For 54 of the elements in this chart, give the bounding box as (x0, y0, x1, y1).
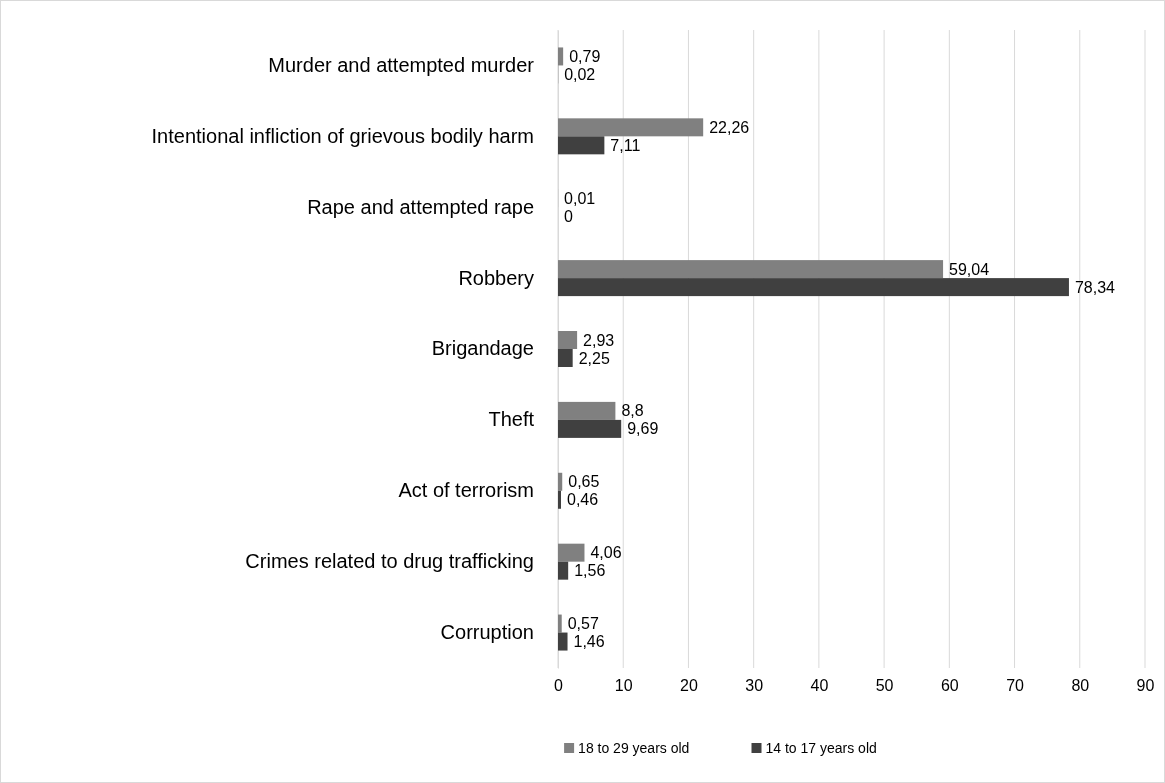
legend-label: 14 to 17 years old (765, 739, 877, 756)
x-tick-label: 60 (940, 677, 959, 695)
x-tick-label: 50 (875, 677, 894, 695)
bar (558, 260, 944, 279)
bar (558, 472, 563, 491)
y-tick-label: Rape and attempted rape (307, 195, 534, 218)
bar (558, 349, 573, 367)
data-label: 0,65 (568, 473, 600, 491)
x-tick-label: 70 (1006, 677, 1025, 695)
bar (558, 401, 616, 420)
bar (558, 47, 564, 66)
data-label: 78,34 (1074, 278, 1116, 296)
data-label: 1,46 (573, 633, 605, 651)
bar (558, 278, 1069, 297)
y-tick-label: Crimes related to drug trafficking (245, 550, 534, 573)
y-tick-label: Corruption (440, 620, 534, 643)
bar (558, 118, 704, 137)
x-tick-label: 80 (1071, 677, 1090, 695)
data-label: 59,04 (949, 260, 990, 278)
bar (558, 614, 562, 633)
data-label: 0,79 (569, 48, 601, 66)
bar (558, 632, 568, 651)
data-label: 22,26 (709, 118, 750, 136)
data-label: 2,25 (578, 349, 610, 367)
data-label: 9,69 (627, 420, 659, 438)
data-label: 7,11 (610, 136, 641, 154)
bar (558, 419, 622, 438)
data-label: 4,06 (590, 544, 622, 562)
data-label: 0,46 (567, 491, 599, 509)
bar (558, 490, 561, 509)
x-tick-label: 20 (680, 677, 698, 695)
x-tick-label: 10 (614, 677, 633, 695)
bar (558, 331, 578, 349)
x-tick-label: 40 (810, 677, 829, 695)
bar (558, 561, 569, 580)
data-label: 0,02 (564, 66, 596, 84)
y-tick-label: Act of terrorism (398, 479, 534, 502)
data-label: 0,01 (564, 189, 596, 207)
y-tick-label: Murder and attempted murder (268, 53, 535, 76)
y-tick-label: Brigandage (431, 337, 534, 360)
legend-label: 18 to 29 years old (578, 739, 690, 756)
x-tick-label: 90 (1136, 677, 1155, 695)
data-label: 2,93 (583, 331, 615, 349)
x-tick-label: 0 (554, 677, 564, 695)
data-label: 1,56 (574, 562, 606, 580)
y-tick-label: Theft (488, 408, 535, 431)
data-label: 0 (564, 207, 573, 225)
bar (558, 543, 585, 562)
y-tick-label: Robbery (458, 266, 534, 289)
data-label: 0,57 (567, 615, 599, 633)
data-label: 8,8 (621, 402, 644, 420)
x-tick-label: 30 (745, 677, 764, 695)
y-tick-label: Intentional infliction of grievous bodily harm (151, 124, 534, 147)
bar (558, 136, 605, 155)
